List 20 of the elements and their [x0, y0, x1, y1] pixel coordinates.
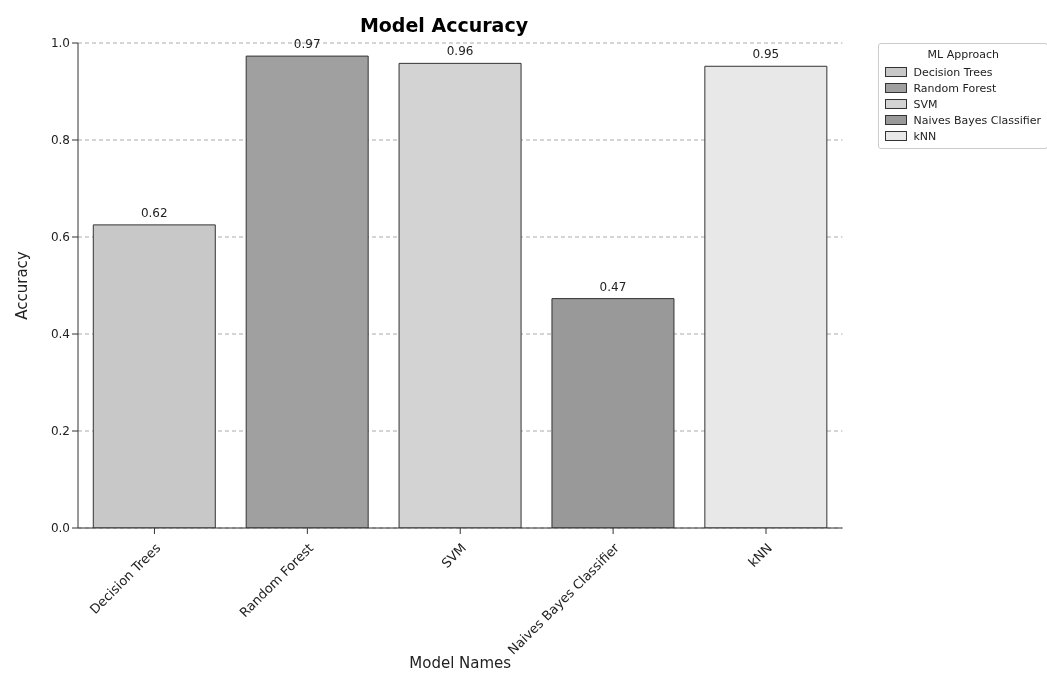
legend-label: kNN: [913, 129, 937, 143]
y-axis-title: Accuracy: [13, 251, 32, 320]
y-tick-label: 1.0: [50, 36, 70, 51]
data-label: 0.47: [599, 279, 627, 294]
y-tick-label: 0.6: [50, 230, 70, 245]
y-tick-label: 0.0: [50, 521, 70, 536]
chart-title: Model Accuracy: [358, 14, 530, 36]
y-tick-label: 0.2: [50, 424, 70, 439]
legend-label: Decision Trees: [913, 65, 993, 79]
data-label: 0.96: [446, 44, 474, 59]
y-tick-label: 0.8: [50, 133, 70, 148]
y-tick-label: 0.4: [50, 327, 70, 342]
legend-label: Random Forest: [913, 81, 997, 95]
legend-label: Naives Bayes Classifier: [913, 113, 1041, 127]
legend-title: ML Approach: [926, 48, 1000, 61]
data-label: 0.62: [140, 205, 168, 220]
legend-label: SVM: [913, 97, 938, 111]
data-label: 0.97: [293, 37, 321, 52]
x-axis-title: Model Names: [409, 654, 512, 672]
data-label: 0.95: [752, 47, 780, 62]
